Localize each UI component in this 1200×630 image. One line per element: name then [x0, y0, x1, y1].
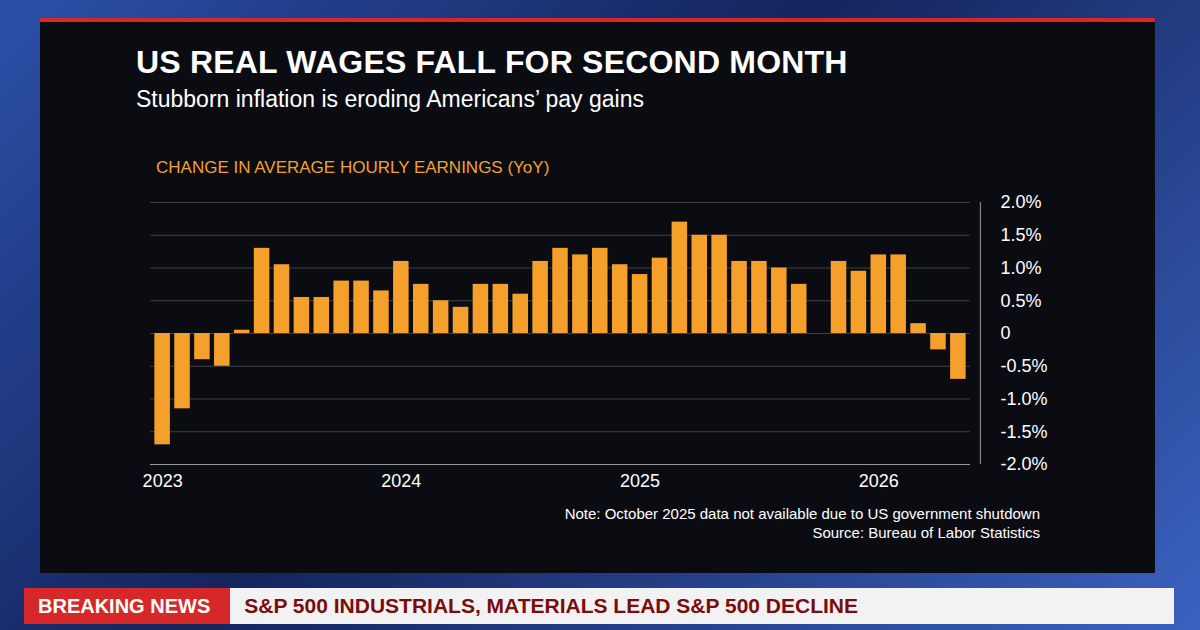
html-text:BREAKING NEWS: BREAKING NEWS: [38, 595, 211, 617]
svg-text:1.0%: 1.0%: [1001, 258, 1042, 278]
svg-text:2026: 2026: [859, 471, 899, 491]
html-text:CHANGE IN AVERAGE HOURLY EARNI: CHANGE IN AVERAGE HOURLY EARNINGS (YoY): [156, 158, 550, 177]
html-text:S&P 500 INDUSTRIALS, MATERIALS: S&P 500 INDUSTRIALS, MATERIALS LEAD S&P …: [244, 594, 858, 617]
svg-text:2024: 2024: [381, 471, 421, 491]
svg-text:-0.5%: -0.5%: [1001, 356, 1048, 376]
svg-text:2.0%: 2.0%: [1001, 192, 1042, 212]
svg-text:1.5%: 1.5%: [1001, 225, 1042, 245]
html-text:Note: October 2025 data not av: Note: October 2025 data not available du…: [564, 505, 1040, 522]
svg-text:0.5%: 0.5%: [1001, 291, 1042, 311]
svg-text:2023: 2023: [143, 471, 183, 491]
svg-text:-1.5%: -1.5%: [1001, 422, 1048, 442]
svg-text:0: 0: [1001, 323, 1011, 343]
svg-text:-1.0%: -1.0%: [1001, 389, 1048, 409]
html-text:US REAL WAGES FALL FOR SECOND: US REAL WAGES FALL FOR SECOND MONTH: [136, 44, 848, 80]
svg-text:2025: 2025: [620, 471, 660, 491]
html-text:Stubborn inflation is eroding: Stubborn inflation is eroding Americans’…: [136, 86, 644, 112]
html-text:Source: Bureau of Labor Statis: Source: Bureau of Labor Statistics: [812, 524, 1040, 541]
svg-text:-2.0%: -2.0%: [1001, 454, 1048, 474]
